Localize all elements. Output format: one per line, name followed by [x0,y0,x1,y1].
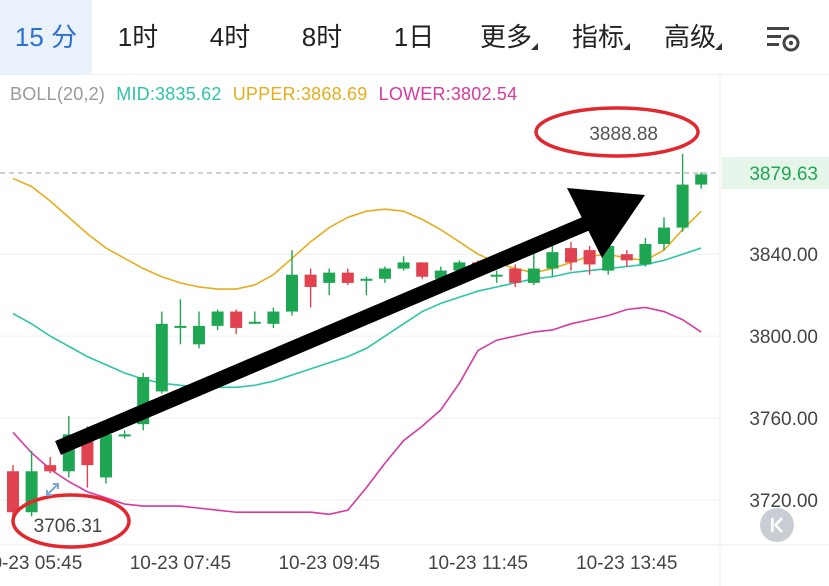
tab-label: 更多 [479,22,532,52]
candle-body [44,465,57,472]
tab-5[interactable]: 1日 [368,0,460,74]
candle-body [341,272,354,283]
boll-name: BOLL(20,2) [10,84,106,104]
expand-arrows-icon [46,483,59,496]
tab-label: 1日 [393,22,435,52]
timeframe-tabs: 15 分 1时 4时 8时 1日 更多 指标 高级 [0,0,829,75]
candle-body [509,268,522,283]
last-price-label: 3879.63 [749,164,818,185]
x-tick-label: 10-23 13:45 [576,553,677,574]
tab-4[interactable]: 8时 [276,0,368,74]
tab-label: 指标 [571,22,624,52]
high-price-circle [534,106,700,158]
x-tick-label: 10-23 05:45 [0,553,82,574]
candle-body [639,243,652,265]
candle-body [118,434,131,437]
tab-8[interactable]: 高级 [644,0,736,74]
candle-body [583,250,596,265]
collapse-left-button[interactable] [760,508,794,542]
boll-legend: BOLL(20,2) MID:3835.62 UPPER:3868.69 LOW… [10,84,523,105]
chart-settings-icon[interactable] [764,22,802,54]
tab-label: 4时 [209,22,251,52]
tab-label: 8时 [301,22,343,52]
boll-upper-value: UPPER:3868.69 [232,84,368,104]
x-tick-label: 10-23 07:45 [130,553,231,574]
last-price-tag [722,157,829,190]
candle-body [286,274,298,312]
candle-body [546,252,559,269]
trend-arrow-head [567,188,645,258]
tab-7[interactable]: 指标 [552,0,644,74]
y-tick-label: 3720.00 [749,491,818,512]
candle-body [527,268,540,283]
high-price-label: 3888.88 [589,124,658,145]
x-tick-label: 10-23 09:45 [278,553,379,574]
candle-body [490,274,503,277]
candle-body [304,274,317,287]
candle-body [323,272,336,283]
tab-2[interactable]: 1时 [92,0,184,74]
candle-body [453,262,466,271]
candle-body [695,174,708,185]
candle-body [7,471,19,513]
dropdown-indicator-icon [531,43,538,50]
candle-body [230,311,243,328]
candle-body [658,227,670,244]
candle-body [174,325,187,328]
y-tick-label: 3840.00 [749,245,818,266]
candle-body [100,434,112,478]
tab-label: 15 分 [14,22,78,52]
dropdown-indicator-icon [715,43,722,50]
dropdown-indicator-icon [623,43,630,50]
candlestick-chart[interactable]: 3720.00 3760.00 3800.00 3840.00 10-23 05:45 1… [0,74,829,586]
tab-label: 1时 [117,22,159,52]
low-price-circle [11,493,131,549]
candle-body [416,262,429,277]
chart-settings-icon-glyph [767,27,800,52]
tab-1[interactable]: 15 分 [0,0,92,74]
candle-body [379,268,391,279]
candle-body [565,248,577,263]
candle-body [25,471,38,513]
tab-label: 高级 [663,22,716,52]
candle-body [620,254,633,261]
candle-body [193,325,205,345]
trend-arrow-shaft [55,215,593,455]
boll-mid-line [12,247,702,389]
candle-body [155,323,168,392]
tab-6[interactable]: 更多 [460,0,552,74]
candle-body [434,270,447,279]
tab-3[interactable]: 4时 [184,0,276,74]
candle-body [211,311,224,326]
boll-mid-value: MID:3835.62 [116,84,222,104]
collapse-left-icon [771,517,783,533]
x-tick-label: 10-23 11:45 [428,553,528,574]
candle-body [676,184,689,228]
boll-lower-value: LOWER:3802.54 [378,84,518,104]
boll-lower-line [12,306,702,516]
candle-body [397,262,410,269]
low-price-label: 3706.31 [34,516,103,537]
y-tick-label: 3800.00 [749,327,818,348]
candle-body [267,311,280,324]
candle-body [248,321,261,324]
y-tick-label: 3760.00 [749,409,818,430]
candle-body [360,278,373,281]
